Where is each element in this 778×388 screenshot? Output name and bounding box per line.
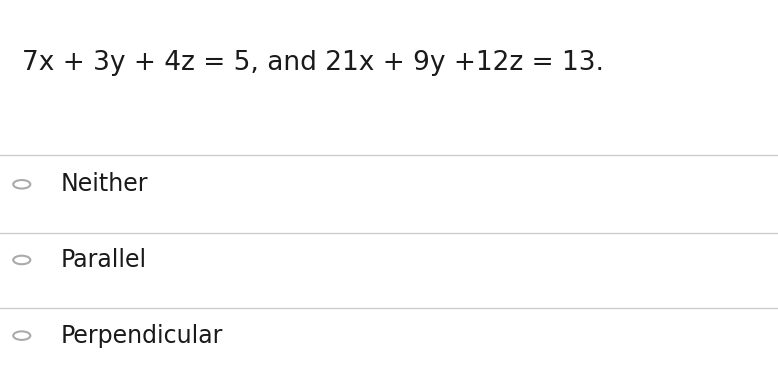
Text: Perpendicular: Perpendicular — [61, 324, 223, 348]
Text: Neither: Neither — [61, 172, 148, 196]
Text: Parallel: Parallel — [61, 248, 147, 272]
Text: 7x + 3y + 4z = 5, and 21x + 9y +12z = 13.: 7x + 3y + 4z = 5, and 21x + 9y +12z = 13… — [22, 50, 604, 76]
